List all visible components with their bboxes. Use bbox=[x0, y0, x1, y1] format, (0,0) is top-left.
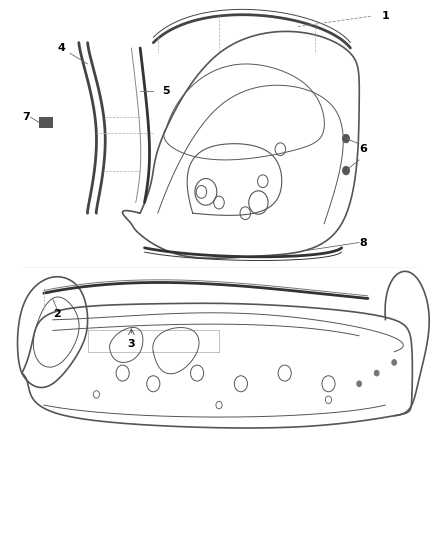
Circle shape bbox=[357, 381, 361, 386]
Text: 3: 3 bbox=[127, 339, 135, 349]
Circle shape bbox=[392, 360, 396, 365]
Circle shape bbox=[343, 166, 350, 175]
Text: 2: 2 bbox=[53, 310, 61, 319]
Text: 6: 6 bbox=[360, 144, 367, 154]
Bar bbox=[39, 117, 53, 128]
Text: 8: 8 bbox=[360, 238, 367, 247]
Text: 1: 1 bbox=[381, 11, 389, 21]
Circle shape bbox=[374, 370, 379, 376]
Text: 4: 4 bbox=[57, 43, 65, 53]
Circle shape bbox=[343, 134, 350, 143]
Text: 7: 7 bbox=[22, 112, 30, 122]
Text: 5: 5 bbox=[162, 86, 170, 95]
